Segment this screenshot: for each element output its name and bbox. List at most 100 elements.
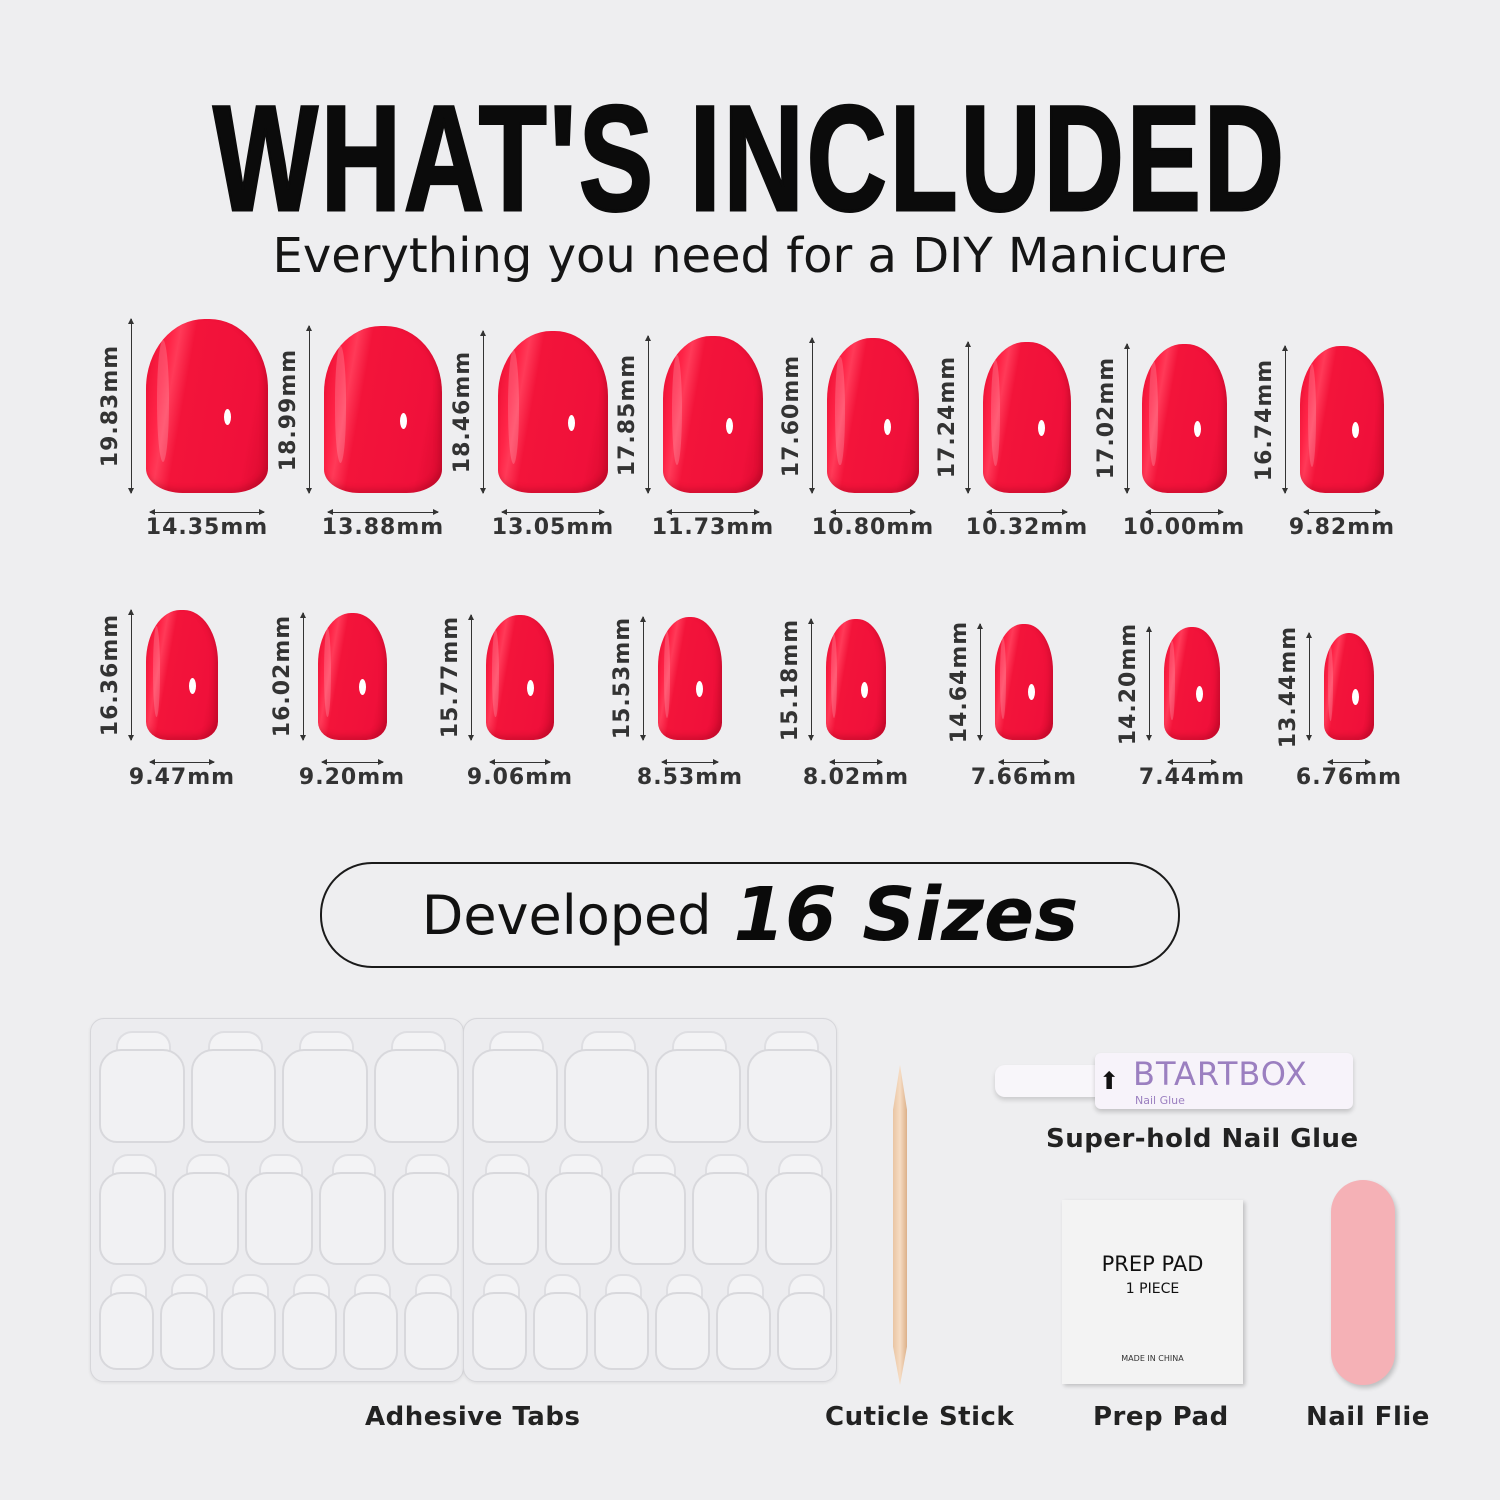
nail-length-label: 15.18mm (777, 618, 803, 741)
nail-shine (725, 417, 733, 434)
adhesive-tab (563, 1049, 649, 1143)
cuticle-stick-image (893, 1065, 907, 1385)
nail-shine (1037, 420, 1045, 437)
width-dimension-arrow (1144, 509, 1224, 515)
prep-pad-title: PREP PAD (1101, 1252, 1204, 1276)
length-dimension-arrow (306, 325, 312, 494)
width-dimension-arrow (998, 759, 1051, 765)
nail-tip (146, 609, 218, 740)
nail-shine (1352, 688, 1360, 705)
nail-highlight (672, 355, 683, 465)
nail-shine (1194, 421, 1201, 438)
nail-tip (825, 619, 887, 740)
nail-highlight (1328, 645, 1334, 721)
nail-tip (1323, 633, 1375, 740)
width-dimension-arrow (986, 509, 1068, 515)
length-dimension-arrow (645, 335, 652, 494)
arrow-up-icon: ⬆ (1099, 1067, 1120, 1095)
nail-tip (1164, 627, 1220, 740)
nail-highlight (1307, 363, 1317, 467)
adhesive-tab (221, 1292, 276, 1370)
adhesive-tab (764, 1172, 832, 1265)
adhesive-tab (99, 1292, 154, 1370)
nail-highlight (1169, 640, 1175, 720)
nail-highlight (492, 629, 499, 718)
nail-length-label: 13.44mm (1275, 625, 1301, 748)
nail-highlight (1000, 637, 1007, 720)
length-dimension-arrow (1282, 345, 1289, 494)
nail-shine (526, 679, 534, 696)
nail-file-image (1331, 1180, 1395, 1385)
nail-shine (695, 680, 703, 697)
length-dimension-arrow (977, 622, 984, 742)
width-dimension-arrow (666, 509, 760, 515)
adhesive-tab-panel (463, 1018, 837, 1382)
nail-glue-label: Super-hold Nail Glue (1046, 1124, 1359, 1154)
glue-body (1095, 1053, 1353, 1109)
nail-shine (568, 415, 576, 432)
nail-tip (1300, 346, 1384, 493)
nail-highlight (152, 625, 160, 717)
nail-length-label: 18.99mm (276, 348, 301, 471)
nail-highlight (991, 359, 1000, 466)
nail-shine (1028, 684, 1036, 701)
nail-shine (189, 677, 197, 694)
nail-length-label: 19.83mm (98, 344, 123, 468)
nail-width-label: 9.06mm (466, 765, 574, 790)
nail-shine (861, 682, 869, 699)
adhesive-tab (594, 1292, 649, 1370)
nail-file-label: Nail Flie (1306, 1402, 1430, 1432)
prep-pad-count: 1 PIECE (1125, 1281, 1180, 1297)
nail-width-label: 13.88mm (321, 515, 445, 540)
nail-width-label: 7.44mm (1138, 765, 1246, 790)
nail-highlight (323, 627, 331, 718)
length-dimension-arrow (965, 340, 972, 495)
nail-shine (399, 412, 407, 429)
sizes-badge: Developed 16 Sizes (320, 862, 1180, 968)
nail-length-label: 16.36mm (98, 613, 124, 737)
nail-highlight (334, 346, 347, 463)
adhesive-tab (190, 1049, 276, 1143)
adhesive-tab (472, 1049, 558, 1143)
adhesive-tab (391, 1172, 459, 1265)
nail-width-label: 10.00mm (1122, 515, 1246, 540)
adhesive-tab (777, 1292, 832, 1370)
nail-length-label: 16.74mm (1252, 358, 1278, 481)
nail-width-label: 9.20mm (298, 765, 406, 790)
nail-width-label: 6.76mm (1295, 765, 1403, 790)
length-dimension-arrow (809, 337, 816, 494)
length-dimension-arrow (640, 615, 646, 742)
nail-highlight (831, 633, 838, 719)
adhesive-tab (318, 1172, 386, 1265)
length-dimension-arrow (1305, 632, 1312, 741)
nail-shine (1196, 685, 1204, 702)
nail-tip (497, 330, 609, 493)
nail-highlight (1149, 361, 1158, 467)
nail-tip (1141, 343, 1227, 493)
adhesive-tab (245, 1172, 313, 1265)
nail-width-label: 14.35mm (145, 515, 269, 540)
width-dimension-arrow (149, 759, 215, 765)
nail-length-label: 17.60mm (779, 354, 805, 477)
nail-shine (1351, 422, 1359, 439)
width-dimension-arrow (500, 509, 606, 515)
width-dimension-arrow (830, 509, 916, 515)
length-dimension-arrow (128, 608, 135, 742)
nail-shine (224, 409, 232, 426)
adhesive-tab (373, 1049, 459, 1143)
nail-highlight (507, 350, 519, 464)
width-dimension-arrow (320, 759, 384, 765)
nail-width-label: 13.05mm (491, 515, 615, 540)
cuticle-stick-label: Cuticle Stick (825, 1402, 1015, 1432)
width-dimension-arrow (489, 759, 551, 765)
prep-pad-image: PREP PAD 1 PIECE MADE IN CHINA (1062, 1200, 1243, 1384)
adhesive-tab (545, 1172, 613, 1265)
adhesive-tab (343, 1292, 398, 1370)
nail-length-label: 14.64mm (947, 620, 973, 744)
nail-tip (317, 612, 387, 740)
adhesive-tabs-label: Adhesive Tabs (365, 1402, 581, 1432)
prep-pad-origin: MADE IN CHINA (1121, 1354, 1184, 1363)
width-dimension-arrow (828, 759, 884, 765)
nail-tip (146, 318, 268, 493)
nail-length-label: 16.02mm (269, 615, 295, 738)
